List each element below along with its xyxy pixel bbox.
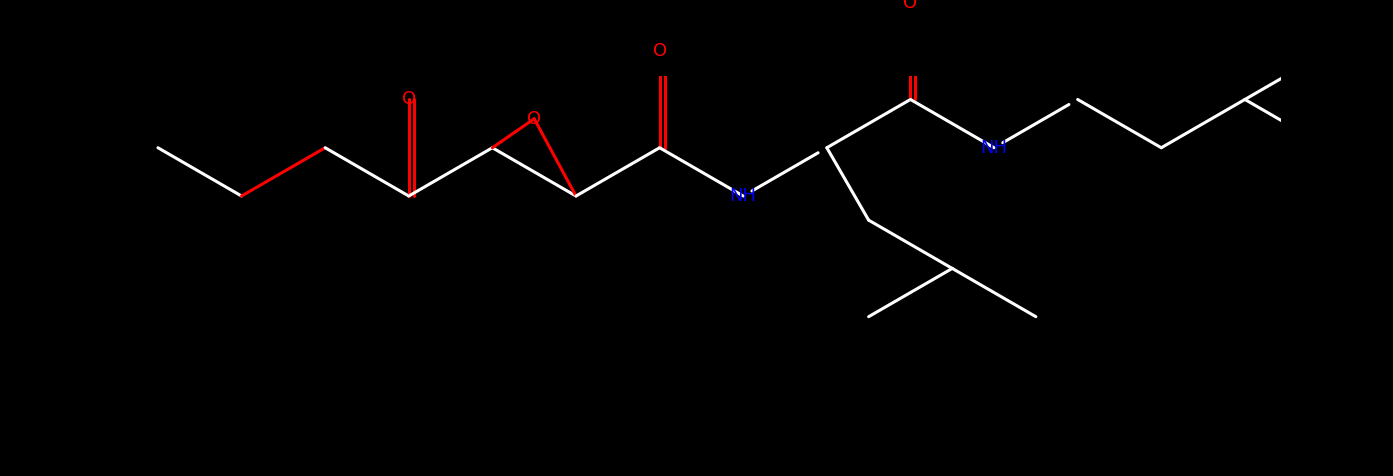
Text: O: O bbox=[652, 42, 667, 60]
Text: O: O bbox=[401, 90, 417, 109]
Text: NH: NH bbox=[981, 139, 1007, 157]
Text: NH: NH bbox=[730, 187, 756, 205]
Text: O: O bbox=[904, 0, 918, 12]
Text: O: O bbox=[527, 110, 542, 128]
